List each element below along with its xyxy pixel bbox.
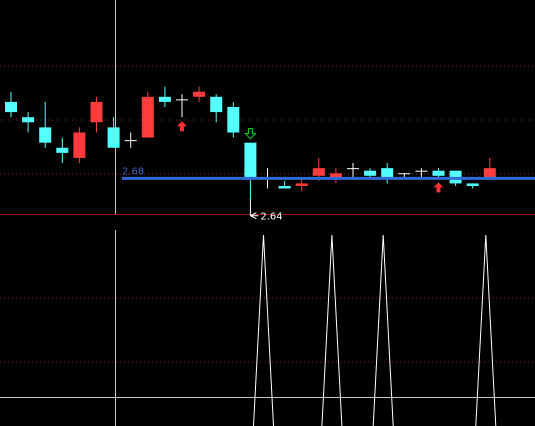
- indicator-series: [253, 234, 497, 426]
- candle: [73, 127, 86, 164]
- candle: [210, 94, 223, 123]
- candle: [466, 183, 479, 189]
- candle: [5, 91, 17, 118]
- candle-body: [176, 99, 188, 101]
- indicator-spike: [372, 234, 394, 426]
- candle-body: [90, 101, 103, 123]
- candle-body: [158, 96, 171, 102]
- price-level-line: [122, 176, 535, 220]
- candle: [176, 94, 188, 118]
- candle-body: [278, 185, 291, 189]
- candle: [244, 142, 257, 199]
- candle: [329, 168, 342, 184]
- candle: [124, 132, 137, 148]
- candle: [22, 112, 35, 133]
- candle: [227, 101, 240, 138]
- candle-body: [22, 117, 35, 123]
- candle: [39, 101, 52, 148]
- candle-body: [5, 101, 17, 113]
- candle-body: [39, 127, 52, 143]
- candle-body: [381, 168, 394, 179]
- candle-body: [329, 173, 342, 179]
- candle-body: [295, 183, 308, 186]
- signal-markers: [177, 121, 444, 193]
- candle-body: [398, 173, 411, 175]
- low-price-annotation: 2.64: [260, 212, 282, 223]
- candle: [295, 178, 308, 192]
- candle: [278, 180, 291, 189]
- buy-arrow-icon: [433, 182, 444, 193]
- candle-body: [364, 170, 377, 176]
- candle-body: [432, 170, 445, 176]
- candle: [90, 96, 103, 133]
- candle-body: [347, 168, 359, 170]
- candle: [56, 137, 69, 164]
- sell-arrow-icon: [244, 128, 257, 140]
- candle: [483, 157, 496, 179]
- candle-body: [466, 183, 479, 186]
- candle: [347, 163, 359, 179]
- indicator-spike: [475, 234, 497, 426]
- indicator-spike: [321, 234, 343, 426]
- candle-body: [141, 96, 154, 138]
- candle-body: [210, 96, 223, 113]
- annotation-arrow: [250, 212, 259, 220]
- candle: [415, 168, 428, 179]
- candlestick-series: [5, 86, 496, 199]
- candle-body: [244, 142, 257, 179]
- candle-body: [483, 168, 496, 179]
- candle: [432, 168, 445, 179]
- candle: [193, 86, 206, 102]
- candle-body: [107, 127, 120, 148]
- candle: [107, 117, 120, 148]
- candle-body: [73, 132, 86, 158]
- candle-body: [227, 107, 240, 133]
- candle-body: [415, 170, 428, 172]
- candle-body: [56, 147, 69, 153]
- buy-arrow-icon: [177, 121, 187, 132]
- candle-body: [193, 91, 206, 97]
- indicator-spike: [253, 234, 274, 426]
- candle-body: [312, 168, 325, 176]
- grid: [0, 65, 535, 363]
- candle: [158, 86, 171, 107]
- candle: [364, 168, 377, 179]
- candle: [381, 163, 394, 184]
- candle-body: [124, 140, 137, 142]
- level-line-label: 2.68: [122, 166, 144, 177]
- candle: [141, 91, 154, 138]
